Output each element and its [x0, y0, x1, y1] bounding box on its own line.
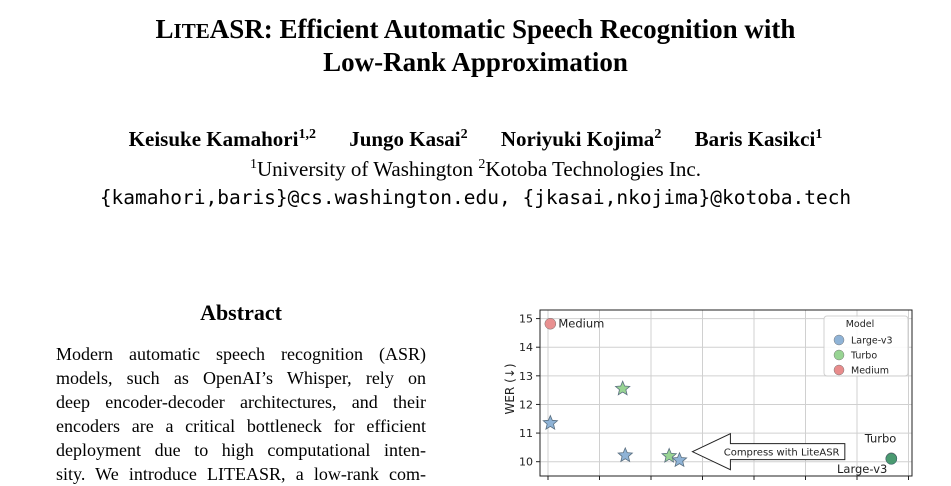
- title-line-2: Low-Rank Approximation: [323, 47, 628, 77]
- abstract-line: deep encoder-decoder architectures, and …: [56, 392, 426, 412]
- author-affil-mark: 1,2: [298, 127, 316, 142]
- title-line-1-text: ASR: Efficient Automatic Speech Recognit…: [209, 14, 796, 44]
- paper-title: LITEASR: Efficient Automatic Speech Reco…: [0, 14, 951, 78]
- author-name: Noriyuki Kojima: [500, 127, 655, 151]
- legend-marker: [833, 334, 845, 346]
- compress-arrow: [691, 432, 846, 471]
- arrow-annotation-label: Compress with LiteASR: [724, 448, 840, 459]
- data-point-large-v3: [671, 451, 688, 468]
- data-point-large-v3: [617, 446, 634, 463]
- abstract-line: Modern automatic speech recognition (ASR…: [56, 344, 426, 364]
- plot-frame: [539, 309, 913, 477]
- author-name: Keisuke Kamahori: [128, 127, 299, 151]
- author-affil-mark: 2: [460, 127, 468, 142]
- wer-scatter-chart: 10 11 12 13 14 15 WER (↓) Compress with LiteASR…: [503, 309, 913, 480]
- author-affil-mark: 2: [654, 127, 662, 142]
- author-affil-mark: 1: [815, 127, 823, 142]
- affiliation: Kotoba Technologies Inc.: [485, 157, 701, 181]
- abstract-line: sity. We introduce LITEASR, a low-rank c…: [56, 464, 426, 484]
- author: Baris Kasikci1: [695, 127, 823, 151]
- y-axis-label: WER (↓): [503, 363, 517, 414]
- author: Keisuke Kamahori1,2: [129, 127, 316, 151]
- abstract-heading: Abstract: [200, 300, 282, 325]
- abstract-body: Modern automatic speech recognition (ASR…: [56, 342, 426, 486]
- abstract-line: models, such as OpenAI’s Whisper, rely o…: [56, 368, 426, 388]
- author-name: Jungo Kasai: [349, 127, 461, 151]
- author-emails[interactable]: {kamahori,baris}@cs.washington.edu, {jka…: [99, 186, 852, 209]
- title-line-1: LITEASR: Efficient Automatic Speech Reco…: [0, 14, 951, 47]
- y-tick-label: 12: [519, 398, 533, 411]
- data-point-overlap: [885, 453, 898, 465]
- y-tick-label: 11: [519, 427, 533, 440]
- y-tick-label: 14: [519, 341, 533, 354]
- affil-mark: 2: [478, 157, 486, 172]
- legend-marker: [833, 364, 845, 376]
- author-name: Baris Kasikci: [694, 127, 816, 151]
- author: Noriyuki Kojima2: [501, 127, 661, 151]
- legend-label: Turbo: [850, 351, 877, 362]
- legend-label: Medium: [851, 366, 889, 377]
- data-point-turbo: [614, 380, 631, 396]
- affil-mark: 1: [250, 157, 257, 172]
- y-tick-label: 15: [519, 313, 533, 326]
- affiliation: University of Washington: [257, 157, 479, 181]
- author: Jungo Kasai2: [349, 127, 467, 151]
- data-point-large-v3: [542, 414, 559, 430]
- legend-marker: [833, 349, 845, 361]
- legend-box: [823, 315, 909, 377]
- title-smallcaps-initial: L: [155, 14, 174, 44]
- title-smallcaps-rest: ITE: [173, 19, 210, 43]
- data-point-medium: [544, 317, 557, 330]
- point-label: Medium: [558, 317, 604, 331]
- point-label: Turbo: [864, 431, 897, 445]
- abstract-line: deployment due to high computational int…: [56, 440, 426, 460]
- legend-label: Large-v3: [851, 336, 893, 347]
- y-tick-label: 10: [519, 456, 533, 469]
- legend-title: Model: [846, 319, 875, 330]
- y-tick-label: 13: [519, 370, 533, 383]
- abstract-line: encoders are a critical bottleneck for e…: [56, 416, 426, 436]
- author-list: Keisuke Kamahori1,2 Jungo Kasai2 Noriyuk…: [0, 125, 951, 153]
- point-label: Large-v3: [837, 462, 887, 476]
- affiliations: 1University of Washington 2Kotoba Techno…: [0, 156, 951, 182]
